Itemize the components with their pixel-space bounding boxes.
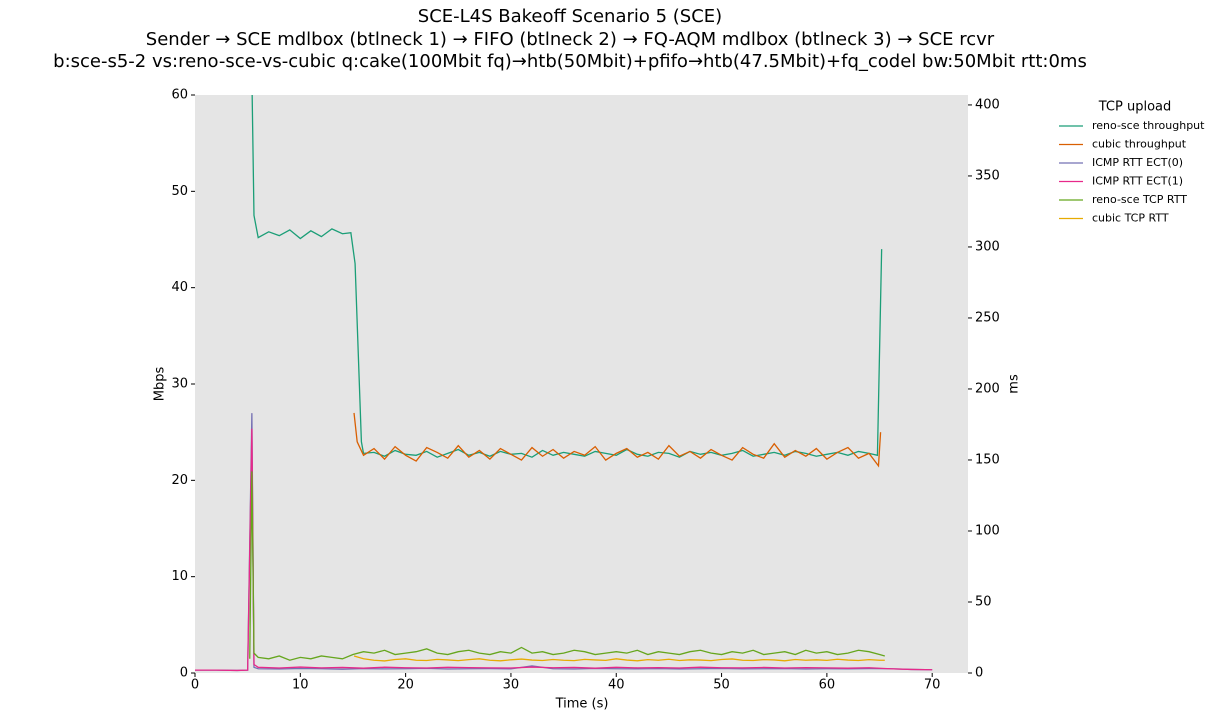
series-line [353, 412, 882, 468]
x-tick-label: 30 [503, 678, 520, 693]
y-tick-label: 30 [171, 377, 188, 392]
legend-label: cubic TCP RTT [1092, 212, 1169, 225]
y-tick-label: 40 [171, 280, 188, 295]
chart-title: SCE-L4S Bakeoff Scenario 5 (SCE) [418, 6, 722, 27]
y-axis-label: Mbps [153, 367, 168, 402]
x-tick-label: 10 [292, 678, 309, 693]
legend-label: reno-sce TCP RTT [1092, 193, 1187, 206]
series-line [195, 413, 933, 672]
y2-tick-label: 50 [975, 594, 992, 609]
lines [195, 95, 933, 672]
y2-axis-label: ms [1007, 374, 1022, 394]
series-line [251, 95, 883, 458]
y-tick-label: 50 [171, 184, 188, 199]
x-tick-label: 40 [608, 678, 625, 693]
plot-area [195, 95, 968, 673]
legend-label: reno-sce throughput [1092, 119, 1205, 132]
legend-label: ICMP RTT ECT(1) [1092, 175, 1183, 188]
x-axis-label: Time (s) [555, 697, 609, 712]
y2-tick-label: 100 [975, 523, 1000, 538]
y2-tick-label: 200 [975, 381, 1000, 396]
y2-tick-label: 400 [975, 97, 1000, 112]
y-tick-label: 0 [180, 666, 188, 681]
series-line [195, 428, 933, 672]
series-line [249, 471, 885, 661]
series-line [353, 655, 885, 662]
legend-title: TCP upload [1098, 100, 1172, 115]
x-tick-label: 60 [819, 678, 836, 693]
chart-title: b:sce-s5-2 vs:reno-sce-vs-cubic q:cake(1… [53, 51, 1087, 72]
x-tick-label: 20 [397, 678, 414, 693]
y2-tick-label: 250 [975, 310, 1000, 325]
x-tick-label: 50 [713, 678, 730, 693]
x-tick-label: 0 [191, 678, 199, 693]
y-tick-label: 60 [171, 88, 188, 103]
y2-tick-label: 350 [975, 168, 1000, 183]
y2-tick-label: 150 [975, 452, 1000, 467]
legend-label: ICMP RTT ECT(0) [1092, 156, 1183, 169]
x-tick-label: 70 [924, 678, 941, 693]
y-tick-label: 20 [171, 473, 188, 488]
chart-title: Sender → SCE mdlbox (btlneck 1) → FIFO (… [146, 29, 995, 50]
y-tick-label: 10 [171, 569, 188, 584]
legend-label: cubic throughput [1092, 138, 1187, 151]
y2-tick-label: 0 [975, 666, 983, 681]
y2-tick-label: 300 [975, 239, 1000, 254]
